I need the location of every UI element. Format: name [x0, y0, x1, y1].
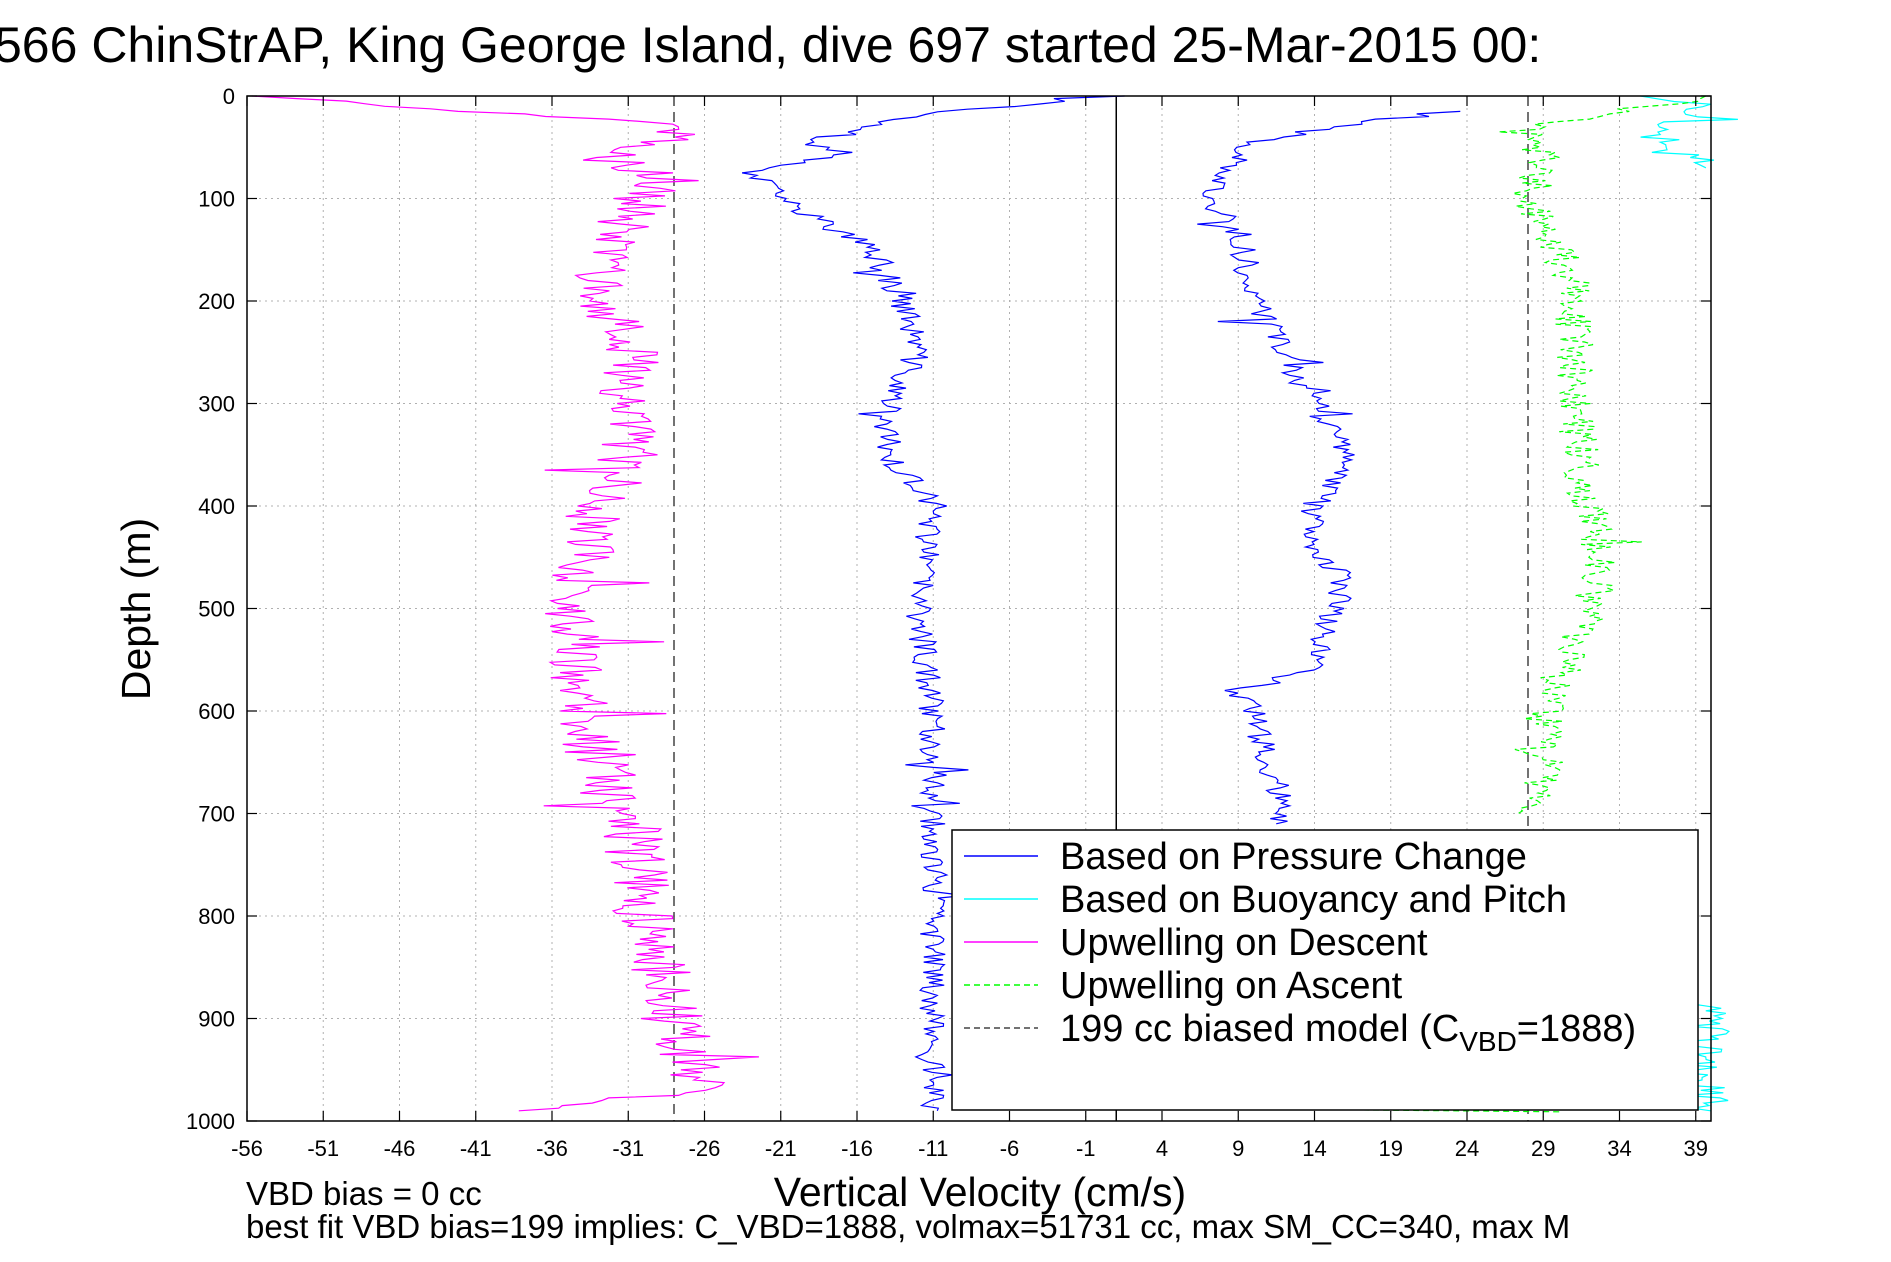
x-tick-label: 34 [1607, 1136, 1631, 1161]
y-axis-ticks: 0 100 200 300 400 500 600 700 800 900 1000 [186, 84, 1711, 1134]
y-tick-label: 500 [198, 597, 235, 622]
y-tick-label: 700 [198, 802, 235, 827]
y-tick-label: 600 [198, 699, 235, 724]
x-tick-label: 29 [1531, 1136, 1555, 1161]
legend-box [951, 829, 1699, 1111]
y-axis-label: Depth (m) [113, 518, 159, 700]
x-tick-label: -46 [384, 1136, 416, 1161]
series-line-upwelling-on-ascent [1498, 95, 1707, 815]
x-tick-label: -51 [307, 1136, 339, 1161]
annotation-best-fit: best fit VBD bias=199 implies: C_VBD=188… [246, 1208, 1570, 1245]
x-tick-label: -56 [231, 1136, 263, 1161]
series-line-based-on-pressure-change [742, 95, 1125, 1112]
legend-label: 199 cc biased model (C [1060, 1008, 1459, 1050]
series-line-based-on-buoyancy-and-pitch [1628, 987, 1731, 1112]
y-tick-label: 1000 [186, 1109, 235, 1134]
x-tick-label: -26 [689, 1136, 721, 1161]
legend-label: Based on Pressure Change [1060, 836, 1527, 878]
y-tick-label: 900 [198, 1007, 235, 1032]
x-tick-label: -21 [765, 1136, 797, 1161]
x-tick-label: -6 [1000, 1136, 1020, 1161]
series-group [251, 95, 1738, 1113]
y-tick-label: 800 [198, 904, 235, 929]
legend-entry: 199 cc biased model (CVBD=1888) [1060, 1008, 1636, 1057]
legend-entry: Upwelling on Ascent [1060, 965, 1403, 1007]
series-line-based-on-pressure-change [1197, 110, 1461, 825]
y-tick-label: 300 [198, 392, 235, 417]
legend-entry: Upwelling on Descent [1060, 922, 1428, 964]
x-tick-label: 14 [1302, 1136, 1326, 1161]
legend-label-suffix: =1888) [1517, 1008, 1636, 1050]
x-tick-label: 39 [1684, 1136, 1708, 1161]
x-tick-label: 4 [1156, 1136, 1168, 1161]
x-tick-label: -31 [612, 1136, 644, 1161]
y-tick-label: 0 [223, 84, 235, 109]
legend-entry: Based on Buoyancy and Pitch [1060, 879, 1567, 921]
legend-label-subscript: VBD [1459, 1026, 1517, 1057]
legend-entry: Based on Pressure Change [1060, 836, 1527, 878]
x-tick-label: -16 [841, 1136, 873, 1161]
y-tick-label: 100 [198, 187, 235, 212]
annotation-vbd-bias: VBD bias = 0 cc [246, 1175, 482, 1212]
x-tick-label: -36 [536, 1136, 568, 1161]
x-axis-label: Vertical Velocity (cm/s) [774, 1169, 1186, 1215]
legend-label: Based on Buoyancy and Pitch [1060, 879, 1567, 921]
legend-label: Upwelling on Descent [1060, 922, 1428, 964]
legend-label: Upwelling on Ascent [1060, 965, 1403, 1007]
y-tick-label: 200 [198, 289, 235, 314]
series-line-upwelling-on-descent [251, 95, 759, 1112]
x-tick-label: 19 [1379, 1136, 1403, 1161]
x-tick-label: 24 [1455, 1136, 1479, 1161]
series-line-based-on-buoyancy-and-pitch [1640, 95, 1738, 169]
x-tick-label: -1 [1076, 1136, 1096, 1161]
y-tick-label: 400 [198, 494, 235, 519]
x-tick-label: -41 [460, 1136, 492, 1161]
x-axis-ticks: -56 -51 -46 -41 -36 -31 -26 -21 -16 -11 -6 -1 4 9 14 19… [231, 96, 1708, 1161]
x-tick-label: -11 [918, 1136, 948, 1161]
x-tick-label: 9 [1232, 1136, 1244, 1161]
chart-title: 566 ChinStrAP, King George Island, dive … [0, 17, 1541, 73]
